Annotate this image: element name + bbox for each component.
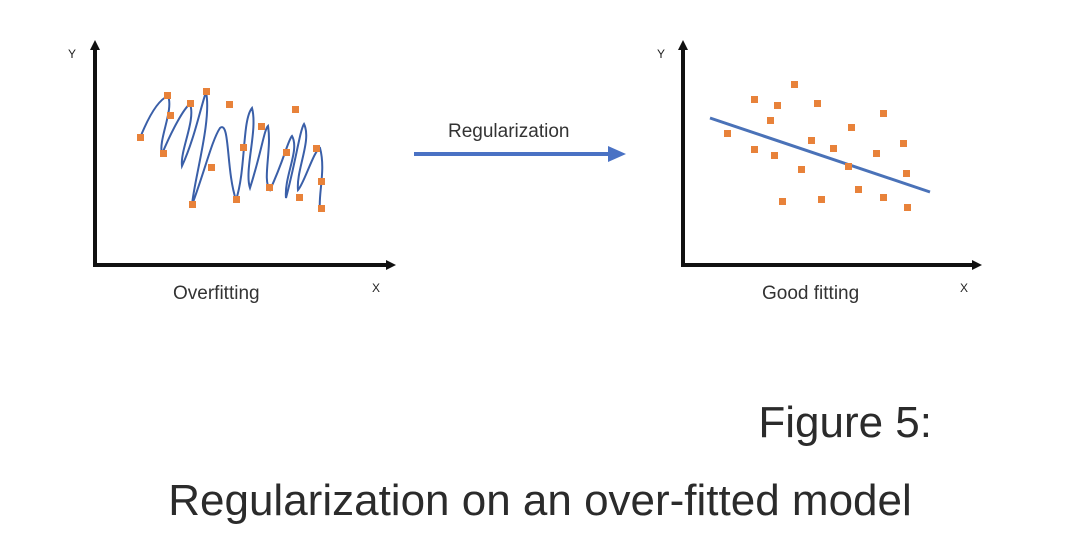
data-point — [900, 140, 907, 147]
figure-caption: Regularization on an over-fitted model — [168, 476, 912, 525]
data-point — [880, 194, 887, 201]
data-point — [751, 146, 758, 153]
data-point — [318, 178, 325, 185]
right-y-axis-letter: Y — [657, 47, 665, 61]
fitted-line — [709, 116, 931, 194]
right-x-axis-letter: X — [960, 281, 968, 295]
data-point — [160, 150, 167, 157]
data-point — [292, 106, 299, 113]
data-point — [751, 96, 758, 103]
figure-number: Figure 5: — [758, 398, 932, 447]
data-point — [208, 164, 215, 171]
data-point — [724, 130, 731, 137]
data-point — [233, 196, 240, 203]
data-point — [848, 124, 855, 131]
regularization-label: Regularization — [448, 121, 569, 142]
data-point — [808, 137, 815, 144]
right-y-axis-arrowhead — [678, 40, 688, 50]
overfitting-curve — [139, 88, 324, 211]
data-point — [767, 117, 774, 124]
arrow-head — [608, 146, 626, 162]
data-point — [830, 145, 837, 152]
regularization-arrow: Regularization — [414, 121, 626, 162]
data-point — [258, 123, 265, 130]
data-point — [313, 145, 320, 152]
data-point — [798, 166, 805, 173]
overfitting-panel: Y X Overfitting — [68, 40, 396, 304]
data-point — [791, 81, 798, 88]
data-point — [283, 149, 290, 156]
left-y-axis-arrowhead — [90, 40, 100, 50]
data-point — [296, 194, 303, 201]
data-point — [164, 92, 171, 99]
data-point — [873, 150, 880, 157]
data-point — [880, 110, 887, 117]
data-point — [203, 88, 210, 95]
data-point — [137, 134, 144, 141]
good-fitting-label: Good fitting — [762, 283, 859, 304]
data-point — [167, 112, 174, 119]
left-x-axis-letter: X — [372, 281, 380, 295]
data-point — [189, 201, 196, 208]
right-x-axis-arrowhead — [972, 260, 982, 270]
left-y-axis-letter: Y — [68, 47, 76, 61]
data-point — [771, 152, 778, 159]
data-point — [814, 100, 821, 107]
data-point — [318, 205, 325, 212]
data-point — [845, 163, 852, 170]
left-x-axis-arrowhead — [386, 260, 396, 270]
data-point — [903, 170, 910, 177]
data-point — [774, 102, 781, 109]
overfitting-label: Overfitting — [173, 283, 260, 304]
data-point — [855, 186, 862, 193]
data-point — [187, 100, 194, 107]
good-fitting-data-points — [724, 81, 911, 211]
data-point — [266, 184, 273, 191]
good-fitting-panel: Y X Good fitting — [657, 40, 982, 304]
data-point — [904, 204, 911, 211]
data-point — [818, 196, 825, 203]
overfitting-data-points — [137, 88, 325, 212]
data-point — [240, 144, 247, 151]
data-point — [226, 101, 233, 108]
data-point — [779, 198, 786, 205]
